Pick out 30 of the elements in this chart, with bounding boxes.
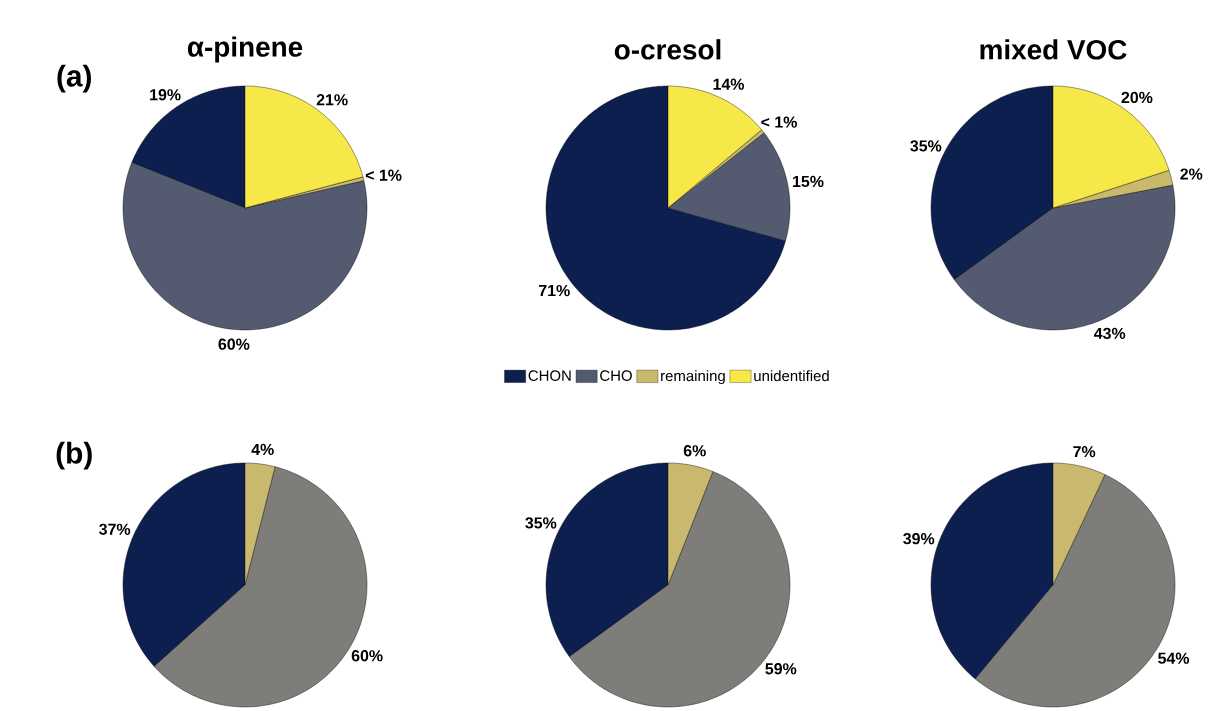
data-label: 37% (99, 523, 131, 535)
data-label: 20% (1121, 91, 1153, 104)
data-label: 71% (539, 284, 570, 297)
data-label: 14% (713, 78, 745, 90)
legend-label: unidentified (754, 370, 829, 382)
data-label: 21% (316, 94, 348, 106)
legend-label: CHO (600, 370, 632, 381)
data-label: 60% (351, 650, 383, 662)
data-label: 54% (1158, 652, 1190, 664)
data-label: 7% (1073, 446, 1096, 458)
data-label: 35% (910, 140, 942, 152)
data-label: 59% (765, 663, 797, 675)
data-label: 60% (218, 338, 250, 350)
data-label: < 1% (365, 169, 402, 181)
data-label: 2% (1180, 168, 1203, 180)
text: (a) (57, 64, 91, 93)
data-label: 19% (150, 89, 181, 101)
data-label: 43% (1093, 327, 1126, 340)
data-label: 6% (683, 445, 706, 457)
data-label: < 1% (761, 116, 797, 128)
legend-label: remaining (661, 370, 725, 385)
text: (b) (56, 441, 92, 470)
data-label: 39% (903, 533, 935, 545)
data-label: 35% (525, 517, 557, 529)
chart-title: α-pinene (187, 36, 303, 63)
data-label: 15% (793, 175, 824, 188)
chart-title: o-cresol (614, 39, 721, 60)
legend-label: CHON (528, 370, 571, 381)
chart-title: mixed VOC (980, 39, 1127, 60)
data-label: 4% (251, 443, 274, 456)
